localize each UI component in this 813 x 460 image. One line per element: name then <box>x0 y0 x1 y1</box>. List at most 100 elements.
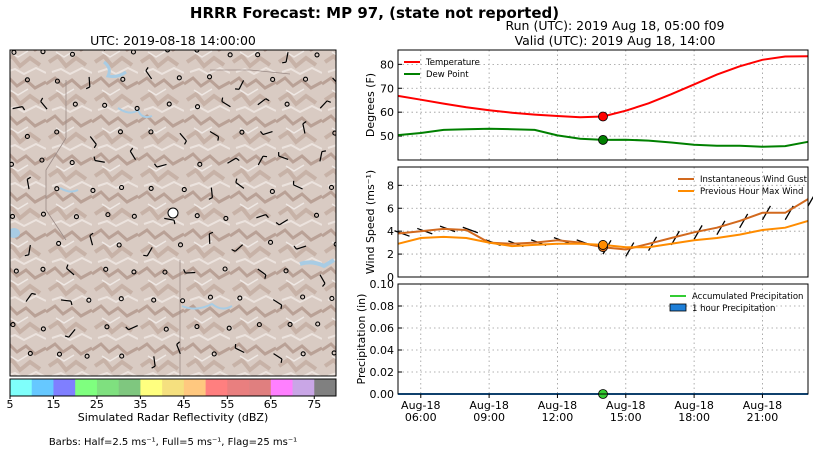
wind-barb <box>259 131 264 135</box>
wind-barb <box>272 299 282 306</box>
wind-barb <box>12 106 23 110</box>
calm-wind-marker <box>56 351 63 357</box>
calm-wind-marker <box>69 160 75 166</box>
wind-barb <box>221 97 224 102</box>
wind-barb <box>176 341 181 345</box>
calm-wind-marker <box>10 322 16 328</box>
legend-label: Temperature <box>425 58 480 68</box>
calm-wind-marker <box>13 268 19 274</box>
x-tick-date: Aug-18 <box>538 399 577 412</box>
calm-wind-marker <box>24 133 30 140</box>
calm-wind-marker <box>181 187 187 193</box>
wind-barb <box>65 264 69 269</box>
calm-wind-marker <box>256 322 262 328</box>
colorbar-label: Simulated Radar Reflectivity (dBZ) <box>77 411 269 424</box>
wind-barb <box>256 213 267 219</box>
calm-wind-marker <box>223 215 229 221</box>
colorbar-tick-label: 25 <box>90 398 104 411</box>
wind-barb <box>93 156 96 161</box>
colorbar-tick-label: 45 <box>177 398 191 411</box>
wind-barb <box>462 226 479 234</box>
wind-barb <box>319 151 323 162</box>
wind-barb <box>319 274 326 284</box>
calm-wind-marker <box>54 129 60 135</box>
calm-wind-marker <box>206 74 213 80</box>
wind-barb <box>275 222 280 226</box>
wind-barb <box>179 132 187 142</box>
colorbar-swatch <box>140 379 163 396</box>
calm-wind-marker <box>287 321 293 327</box>
wind-barb <box>184 140 187 145</box>
calm-wind-marker <box>134 105 140 111</box>
run-label: Run (UTC): 2019 Aug 18, 05:00 f09 <box>505 18 725 33</box>
colorbar-swatch <box>75 379 98 396</box>
water-body <box>59 187 79 193</box>
wind-barb <box>227 157 237 164</box>
wind-barb <box>129 147 134 152</box>
wind-barb <box>93 144 97 149</box>
calm-wind-marker <box>72 101 78 107</box>
calm-wind-marker <box>27 350 33 356</box>
county-border <box>210 69 291 75</box>
colorbar-frame <box>9 378 337 397</box>
panel-frame <box>397 49 809 161</box>
valid-time-marker <box>598 240 608 250</box>
wind-barb <box>282 61 287 64</box>
calm-wind-marker <box>237 295 243 301</box>
calm-wind-marker <box>69 51 76 57</box>
wind-barb <box>716 220 726 235</box>
county-border <box>45 80 67 241</box>
wind-barb <box>129 150 137 161</box>
wind-barb <box>235 182 245 189</box>
wind-barb <box>234 244 244 252</box>
calm-wind-marker <box>116 242 122 248</box>
calm-wind-marker <box>131 213 137 219</box>
wind-barb <box>209 231 214 235</box>
calm-wind-marker <box>102 102 108 108</box>
colorbar-swatch <box>53 379 76 396</box>
calm-wind-marker <box>117 129 124 135</box>
map-title: UTC: 2019-08-18 14:00:00 <box>90 33 256 48</box>
valid-time-marker <box>598 111 608 122</box>
colorbar-swatch <box>162 379 185 396</box>
wind-barb <box>265 214 269 219</box>
calm-wind-marker <box>131 269 137 275</box>
wind-barb <box>273 353 283 360</box>
calm-wind-marker <box>148 185 154 191</box>
wind-barb <box>40 97 44 102</box>
water-body <box>299 258 336 269</box>
calm-wind-marker <box>197 161 203 167</box>
wind-barb <box>235 347 245 354</box>
water-body <box>103 60 127 78</box>
figure-title: HRRR Forecast: MP 97, (state not reporte… <box>189 4 560 22</box>
y-tick-label: 8 <box>387 179 394 192</box>
wind-barb <box>28 244 31 255</box>
wind-barb <box>89 136 97 145</box>
y-tick-label: 4 <box>387 225 394 238</box>
calm-wind-marker <box>328 184 335 191</box>
colorbar-swatch <box>205 379 228 396</box>
wind-barb <box>125 326 130 331</box>
legend-label: Accumulated Precipitation <box>692 292 803 302</box>
barb-note: Barbs: Half=2.5 ms⁻¹, Full=5 ms⁻¹, Flag=… <box>48 437 298 448</box>
wind-barb <box>264 274 267 279</box>
x-tick-date: Aug-18 <box>606 399 645 412</box>
wind-barb <box>145 70 153 80</box>
wind-barb <box>40 101 48 110</box>
wind-barb <box>807 196 813 207</box>
wind-barb <box>338 85 340 89</box>
colorbar-swatch <box>227 379 250 396</box>
calm-wind-marker <box>315 321 321 327</box>
calm-wind-marker <box>194 104 201 110</box>
y-tick-label: 0.00 <box>370 388 395 401</box>
calm-wind-marker <box>332 130 336 136</box>
wind-barb <box>128 324 138 331</box>
calm-wind-marker <box>40 211 47 217</box>
calm-wind-marker <box>54 186 60 192</box>
calm-wind-marker <box>163 326 169 332</box>
calm-wind-marker <box>164 50 171 53</box>
wind-barb <box>26 179 30 190</box>
y-tick-label: 60 <box>380 106 394 119</box>
